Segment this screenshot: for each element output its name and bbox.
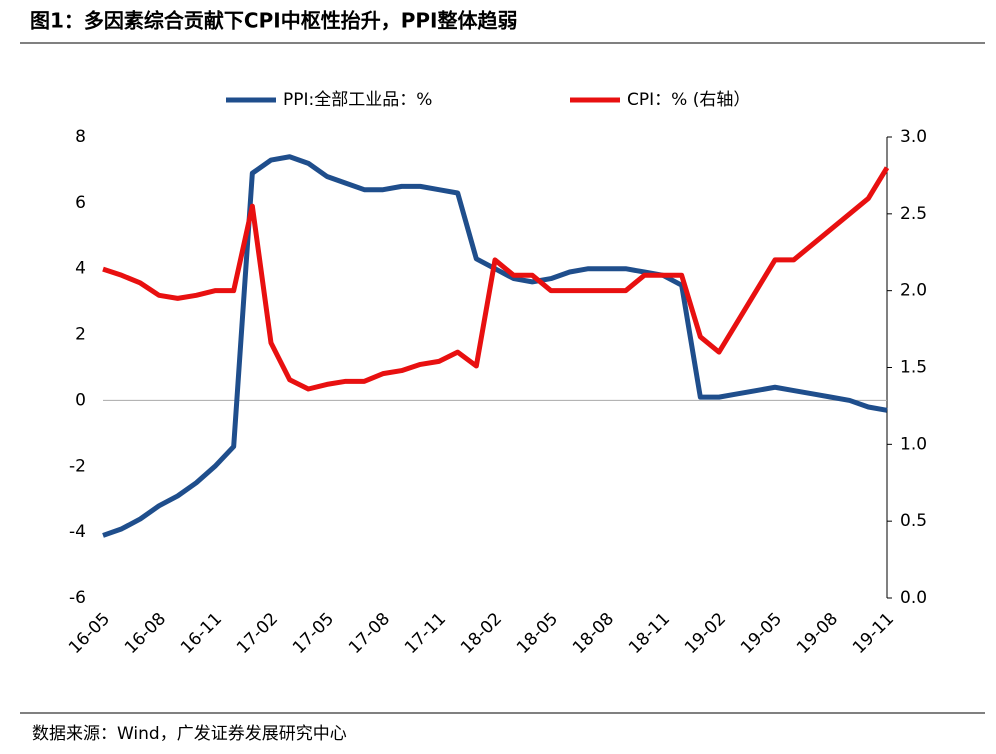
x-tick-label: 19-02: [681, 609, 730, 658]
y-tick-label: 2: [75, 325, 86, 345]
x-tick-label: 18-08: [569, 609, 618, 658]
x-tick-label: 17-05: [289, 609, 338, 658]
y2-tick-label: 2.0: [900, 281, 927, 301]
x-tick-label: 16-11: [177, 609, 226, 658]
legend-label: CPI：% (右轴）: [627, 90, 750, 110]
series-line: [102, 166, 890, 392]
x-tick-label: 18-02: [457, 609, 506, 658]
x-tick-label: 17-02: [233, 609, 282, 658]
y2-tick-label: 2.5: [900, 204, 927, 224]
x-tick-label: 18-11: [625, 609, 674, 658]
x-tick-label: 19-05: [737, 609, 786, 658]
series-line: [102, 154, 888, 538]
y-tick-label: 8: [75, 127, 86, 147]
x-tick-label: 16-05: [65, 609, 114, 658]
y2-tick-label: 0.5: [900, 511, 927, 531]
y2-tick-label: 3.0: [900, 127, 927, 147]
y2-tick-label: 0.0: [900, 588, 927, 608]
y2-tick-label: 1.0: [900, 434, 927, 454]
x-tick-label: 18-05: [513, 609, 562, 658]
chart-title: 图1：多因素综合贡献下CPI中枢性抬升，PPI整体趋弱: [30, 9, 517, 33]
x-tick-label: 17-08: [345, 609, 394, 658]
y-tick-label: -2: [69, 456, 86, 476]
y2-tick-label: 1.5: [900, 358, 927, 378]
y-tick-label: -6: [69, 588, 86, 608]
legend-label: PPI:全部工业品：%: [283, 90, 432, 110]
x-tick-label: 19-08: [793, 609, 842, 658]
x-tick-label: 16-08: [121, 609, 170, 658]
y-tick-label: 0: [75, 390, 86, 410]
x-tick-label: 19-11: [849, 609, 898, 658]
source: 数据来源：Wind，广发证券发展研究中心: [32, 724, 347, 744]
y-tick-label: 4: [75, 259, 86, 279]
x-tick-label: 17-11: [401, 609, 450, 658]
y-tick-label: -4: [69, 522, 86, 542]
y-tick-label: 6: [75, 193, 86, 213]
